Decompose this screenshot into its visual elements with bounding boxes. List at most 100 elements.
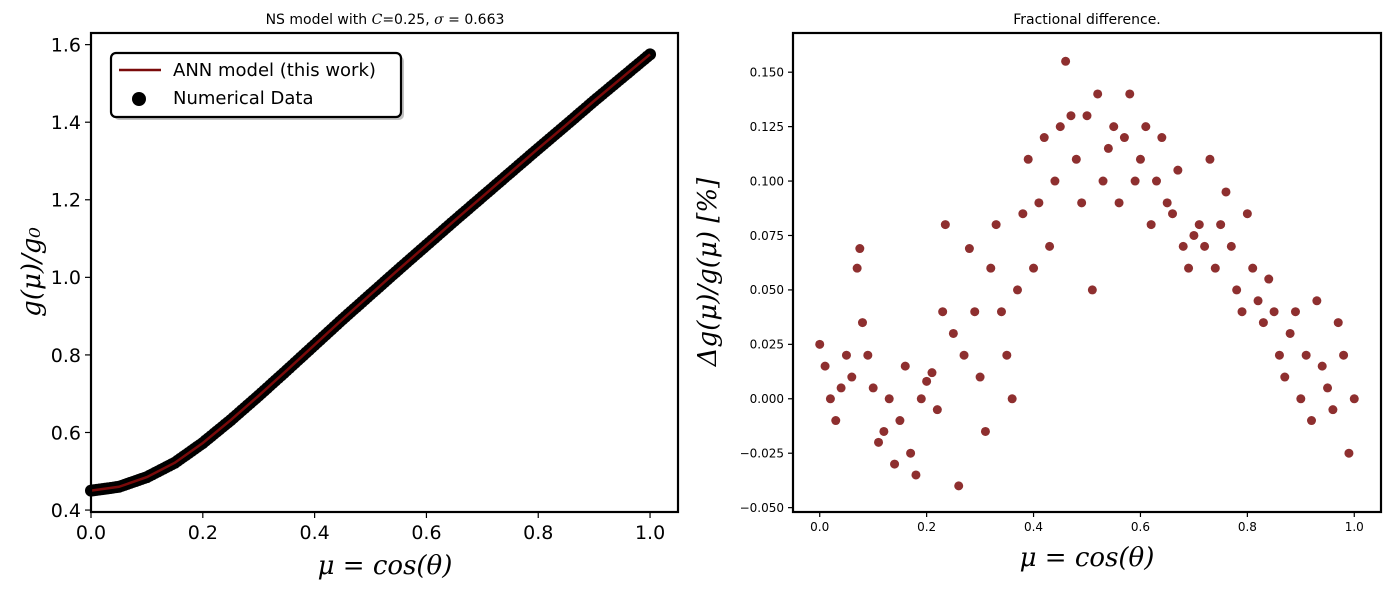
fractional-difference-point [1274,350,1284,360]
left-chart-frame [89,31,680,514]
fractional-difference-point [1307,416,1317,426]
fractional-difference-point [857,318,867,328]
y-tick-label: 0.8 [51,345,81,367]
fractional-difference-point [1103,143,1113,153]
fractional-difference-point [863,350,873,360]
fractional-difference-point [1237,307,1247,317]
x-tick-label: 0.4 [1024,520,1043,534]
y-tick-label: 0.025 [750,338,784,352]
fractional-difference-point [980,426,990,436]
fractional-difference-point [820,361,830,371]
fractional-difference-point [1280,372,1290,382]
fractional-difference-point [959,350,969,360]
right-x-axis: 0.0 0.2 0.4 0.6 0.8 1.0 [810,512,1364,534]
fractional-difference-point [916,394,926,404]
fractional-difference-point [970,307,980,317]
y-tick-label: 0.125 [750,120,784,134]
x-tick-label: 1.0 [635,522,665,544]
fractional-difference-point [1146,220,1156,230]
right-x-axis-label: μ = cos(θ) [1020,543,1155,573]
x-tick-label: 0.2 [188,522,218,544]
fractional-difference-point [1290,307,1300,317]
fractional-difference-point [911,470,921,480]
fractional-difference-point [996,307,1006,317]
fractional-difference-point [1173,165,1183,175]
fractional-difference-point [1087,285,1097,295]
fractional-difference-point [1339,350,1349,360]
right-y-axis-label: Δg(μ)/g(μ) [%] [693,177,723,367]
fractional-difference-point [1216,220,1226,230]
fractional-difference-point [895,416,905,426]
fractional-difference-point [1258,318,1268,328]
legend-marker-swatch [132,92,146,106]
fractional-difference-point [1232,285,1242,295]
y-tick-label: 0.000 [750,392,784,406]
fractional-difference-point [1002,350,1012,360]
fractional-difference-point [1157,133,1167,143]
fractional-difference-point [1349,394,1359,404]
left-chart: NS model with C=0.25, σ = 0.663 0.0 0.2 0.… [17,12,680,581]
y-tick-label: 0.100 [750,174,784,188]
fractional-difference-point [1029,263,1039,273]
fractional-difference-point [1328,405,1338,415]
x-tick-label: 0.2 [917,520,936,534]
fractional-difference-point [1269,307,1279,317]
fractional-difference-point [1168,209,1178,219]
x-tick-label: 0.4 [300,522,330,544]
fractional-difference-point [1264,274,1274,284]
fractional-difference-point [938,307,948,317]
fractional-difference-point [1344,448,1354,458]
fractional-difference-point [1114,198,1124,208]
fractional-difference-point [1061,56,1071,66]
fractional-difference-point [1285,328,1295,338]
right-y-axis: −0.050 −0.025 0.000 0.025 0.050 0.075 0.100 0.1… [740,66,793,515]
right-chart-marks [815,56,1359,491]
x-tick-label: 0.6 [411,522,441,544]
fractional-difference-point [1184,263,1194,273]
fractional-difference-point [1066,111,1076,121]
x-tick-label: 0.6 [1131,520,1150,534]
y-tick-label: 0.075 [750,229,784,243]
legend-entry-ann-model: ANN model (this work) [173,60,376,81]
x-tick-label: 1.0 [1345,520,1364,534]
y-tick-label: 0.4 [51,500,81,522]
fractional-difference-point [1098,176,1108,186]
left-y-axis-label: g(μ)/g₀ [17,227,47,317]
fractional-difference-point [1034,198,1044,208]
right-chart: Fractional difference. 0.0 0.2 0.4 0.6 0.8 1.… [693,12,1383,573]
fractional-difference-point [1125,89,1135,99]
fractional-difference-point [855,244,865,254]
fractional-difference-point [1018,209,1028,219]
y-tick-label: 1.0 [51,267,81,289]
left-y-axis: 0.4 0.6 0.8 1.0 1.2 1.4 1.6 [51,34,91,522]
fractional-difference-point [940,220,950,230]
fractional-difference-point [1071,154,1081,164]
y-tick-label: 0.050 [750,283,784,297]
fractional-difference-point [852,263,862,273]
y-tick-label: 0.150 [750,66,784,80]
fractional-difference-point [1317,361,1327,371]
fractional-difference-point [1200,241,1210,251]
fractional-difference-point [847,372,857,382]
fractional-difference-point [922,376,932,386]
left-x-axis: 0.0 0.2 0.4 0.6 0.8 1.0 [76,512,665,544]
fractional-difference-point [927,368,937,378]
fractional-difference-point [1151,176,1161,186]
fractional-difference-point [1178,241,1188,251]
fractional-difference-point [906,448,916,458]
fractional-difference-point [1312,296,1322,306]
y-tick-label: 1.2 [51,190,81,212]
fractional-difference-point [900,361,910,371]
y-tick-label: −0.025 [740,447,784,461]
y-tick-label: 1.4 [51,112,81,134]
fractional-difference-point [836,383,846,393]
fractional-difference-point [1323,383,1333,393]
fractional-difference-point [1013,285,1023,295]
fractional-difference-point [831,416,841,426]
fractional-difference-point [954,481,964,491]
fractional-difference-point [1130,176,1140,186]
fractional-difference-point [841,350,851,360]
fractional-difference-point [1055,122,1065,132]
fractional-difference-point [1205,154,1215,164]
fractional-difference-point [986,263,996,273]
